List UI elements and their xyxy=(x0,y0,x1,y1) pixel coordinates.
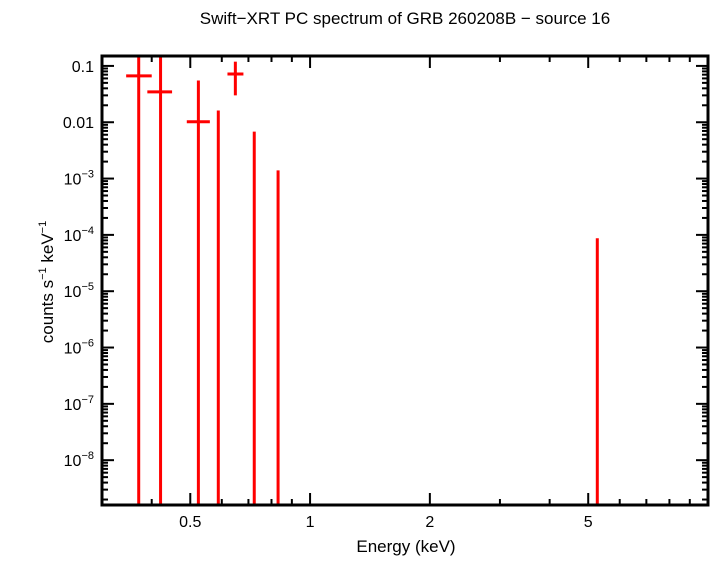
y-axis-label: counts s−1 keV−1 xyxy=(37,221,57,343)
y-tick-label: 10−4 xyxy=(64,225,94,245)
x-tick-label: 1 xyxy=(306,514,315,531)
y-label-part: keV xyxy=(38,233,57,268)
x-axis-label: Energy (keV) xyxy=(356,537,455,556)
y-tick-label: 10−7 xyxy=(64,394,94,414)
y-tick-label: 10−8 xyxy=(64,450,94,470)
chart-title: Swift−XRT PC spectrum of GRB 260208B − s… xyxy=(200,9,610,28)
y-tick-label: 10−3 xyxy=(64,169,94,189)
plot-frame xyxy=(100,54,710,507)
y-label-part: counts s xyxy=(38,280,57,343)
y-tick-label: 0.1 xyxy=(72,59,94,76)
y-label-exp: −1 xyxy=(37,221,49,234)
y-tick-label: 10−5 xyxy=(64,281,94,301)
y-tick-label: 10−6 xyxy=(64,338,94,358)
y-tick-label: 0.01 xyxy=(63,115,94,132)
x-tick-label: 5 xyxy=(584,514,593,531)
x-tick-label: 0.5 xyxy=(179,514,201,531)
y-label-exp: −1 xyxy=(37,267,49,280)
svg-text:counts s−1 keV−1: counts s−1 keV−1 xyxy=(37,221,57,343)
x-tick-label: 2 xyxy=(425,514,434,531)
